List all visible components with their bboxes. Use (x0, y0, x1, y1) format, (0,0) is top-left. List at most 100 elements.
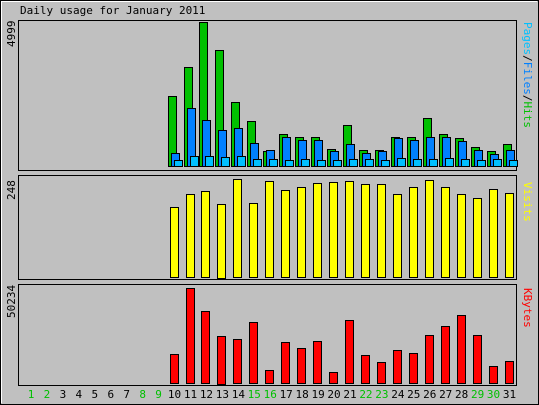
pages-bar (190, 156, 199, 167)
pages-bar (317, 160, 326, 167)
pages-bar (413, 159, 422, 167)
x-day-label: 13 (216, 388, 229, 401)
kbytes-bar (249, 322, 258, 384)
pages-bar (397, 158, 406, 167)
x-day-label: 4 (76, 388, 83, 401)
kbytes-bar (233, 339, 242, 384)
pages-bar (509, 160, 518, 167)
pages-bar (381, 160, 390, 167)
top-legend: Pages/Files/Hits (521, 22, 534, 128)
top-ymax-label: 4999 (5, 21, 18, 48)
kbytes-bar (345, 320, 354, 384)
visits-bar (361, 184, 370, 278)
x-day-label: 17 (280, 388, 293, 401)
visits-bar (249, 203, 258, 278)
visits-bar (233, 179, 242, 278)
visits-bar (217, 204, 226, 279)
pages-bar (285, 160, 294, 167)
x-day-label: 7 (123, 388, 130, 401)
legend-hits: Hits (521, 102, 534, 129)
x-day-label: 1 (28, 388, 35, 401)
kbytes-bar (329, 372, 338, 384)
bars-top (168, 22, 518, 167)
pages-bar (493, 159, 502, 167)
pages-bar (461, 159, 470, 167)
kbytes-bar (505, 361, 514, 384)
x-day-label: 20 (327, 388, 340, 401)
pages-bar (174, 160, 183, 167)
kbytes-bar (473, 335, 482, 384)
x-day-label: 5 (91, 388, 98, 401)
x-axis-labels: 1 2 3 4 5 6 7 8 9 10 11 12 13 14 15 16 17 18 19 20 21 22 23 24 2… (28, 388, 516, 401)
x-day-label: 9 (155, 388, 162, 401)
visits-bar (409, 187, 418, 278)
x-day-label: 16 (264, 388, 277, 401)
x-day-label: 10 (168, 388, 181, 401)
kbytes-bar (297, 348, 306, 384)
kbytes-bar (489, 366, 498, 384)
kbytes-bar (393, 350, 402, 384)
kbytes-bar (441, 326, 450, 384)
kbytes-bar (425, 335, 434, 384)
middle-legend: Visits (521, 182, 534, 222)
kbytes-bar (170, 354, 179, 384)
pages-bar (445, 158, 454, 167)
x-day-label: 21 (343, 388, 356, 401)
kbytes-bar (217, 336, 226, 385)
kbytes-bar (409, 353, 418, 384)
visits-bar (313, 183, 322, 278)
pages-bar (237, 156, 246, 167)
x-day-label: 29 (471, 388, 484, 401)
kbytes-bar (377, 362, 386, 384)
legend-pages: Pages (521, 22, 534, 55)
pages-bar (349, 159, 358, 167)
pages-bar (221, 157, 230, 167)
visits-bar (425, 180, 434, 278)
visits-bar (186, 194, 195, 278)
x-day-label: 22 (359, 388, 372, 401)
visits-bar (297, 187, 306, 278)
x-day-label: 27 (439, 388, 452, 401)
legend-sep-1: / (521, 55, 534, 62)
visits-bar (201, 191, 210, 278)
bars-middle (170, 179, 514, 279)
visits-bar (329, 182, 338, 278)
visits-bar (281, 190, 290, 278)
visits-bar (170, 207, 179, 278)
x-day-label: 24 (391, 388, 405, 401)
visits-bar (441, 187, 450, 278)
visits-bar (265, 181, 274, 278)
pages-bar (477, 160, 486, 167)
pages-bar (365, 159, 374, 167)
x-day-label: 30 (487, 388, 500, 401)
x-day-label: 25 (407, 388, 420, 401)
visits-bar (393, 194, 402, 278)
kbytes-bar (186, 288, 195, 384)
x-day-label: 11 (184, 388, 197, 401)
x-day-label: 28 (455, 388, 468, 401)
x-day-label: 19 (311, 388, 324, 401)
visits-bar (457, 194, 466, 278)
chart-title: Daily usage for January 2011 (20, 4, 205, 17)
x-day-label: 23 (375, 388, 388, 401)
kbytes-bar (281, 342, 290, 384)
pages-bar (333, 160, 342, 167)
visits-bar (489, 189, 498, 278)
pages-bar (301, 159, 310, 167)
legend-files: Files (521, 62, 534, 95)
x-day-label: 31 (503, 388, 516, 401)
visits-bar (377, 184, 386, 278)
bottom-ymax-label: 50234 (5, 285, 18, 318)
bars-bottom (170, 288, 514, 385)
visits-bar (505, 193, 514, 278)
x-day-label: 8 (139, 388, 146, 401)
middle-ymax-label: 248 (5, 180, 18, 200)
pages-bar (205, 156, 214, 167)
x-day-label: 3 (60, 388, 67, 401)
x-day-label: 18 (296, 388, 309, 401)
kbytes-bar (265, 370, 274, 384)
legend-sep-2: / (521, 95, 534, 102)
visits-bar (473, 198, 482, 278)
x-day-label: 15 (248, 388, 261, 401)
